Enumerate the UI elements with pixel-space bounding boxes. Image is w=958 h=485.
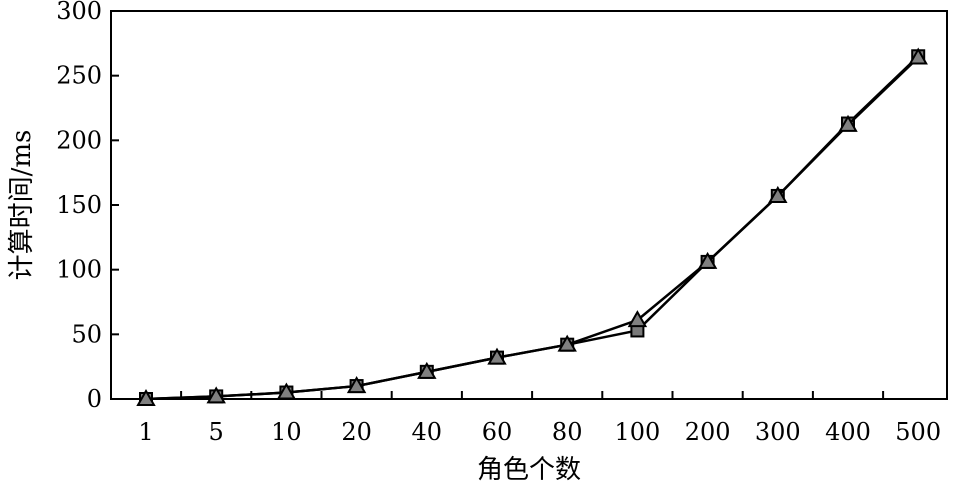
x-tick-label: 40	[412, 418, 443, 446]
data-point-triangle	[627, 310, 648, 328]
y-axis-label: 计算时间/ms	[7, 130, 37, 281]
data-point-triangle	[768, 185, 788, 203]
x-tick-label: 10	[271, 418, 302, 446]
data-point-triangle	[136, 388, 156, 406]
y-tick-label: 100	[56, 256, 102, 284]
x-axis-label: 角色个数	[477, 455, 581, 485]
axis-ticks: 0 50 100 150 200 250 300 1 5 10 20 40 60 80 100 200 300 4…	[56, 0, 941, 446]
series-triangle	[136, 47, 928, 406]
y-tick-label: 250	[56, 62, 102, 90]
data-point-triangle	[697, 251, 718, 269]
series-line	[145, 56, 920, 401]
data-point-triangle	[206, 386, 226, 404]
y-tick-label: 300	[56, 0, 102, 25]
plot-frame	[110, 10, 948, 400]
x-tick-label: 200	[685, 418, 731, 446]
x-tick-label: 1	[138, 418, 153, 446]
x-tick-label: 100	[614, 418, 660, 446]
x-tick-label: 5	[209, 418, 224, 446]
x-tick-label: 500	[895, 418, 941, 446]
x-tick-label: 300	[755, 418, 801, 446]
data-point-triangle	[417, 361, 437, 379]
x-tick-label: 80	[552, 418, 583, 446]
series-line	[145, 55, 920, 401]
y-tick-label: 150	[56, 191, 102, 219]
x-tick-label: 60	[482, 418, 513, 446]
data-point-triangle	[908, 47, 928, 65]
data-point-triangle	[557, 334, 577, 352]
y-tick-label: 50	[71, 320, 102, 348]
data-point-triangle	[487, 347, 507, 365]
data-point-triangle	[276, 382, 297, 400]
y-tick-label: 200	[56, 126, 102, 154]
x-tick-label: 20	[341, 418, 372, 446]
y-tick-label: 0	[87, 385, 102, 413]
series-layer	[136, 47, 928, 406]
x-tick-label: 400	[825, 418, 871, 446]
data-point-triangle	[838, 114, 858, 132]
data-point-triangle	[346, 376, 367, 394]
